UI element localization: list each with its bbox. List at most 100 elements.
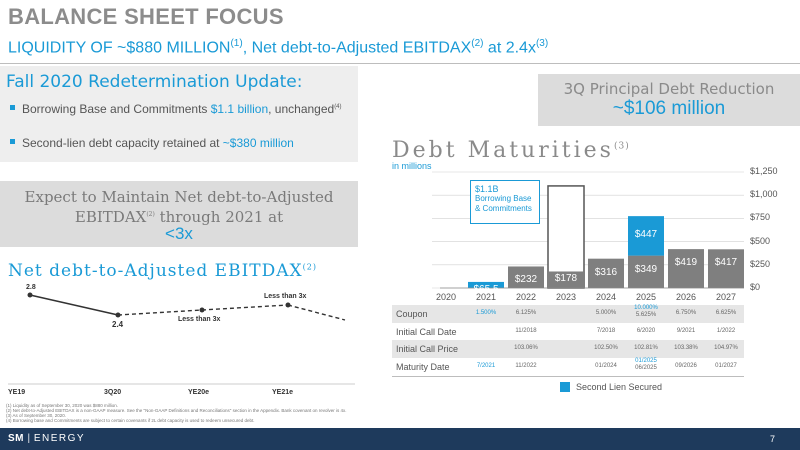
table-cell: 1/2022 [716, 328, 736, 334]
bar-label: $316 [594, 266, 618, 278]
bullet-borrowing-base: Borrowing Base and Commitments $1.1 bill… [10, 100, 350, 117]
table-cell: 7/2021 [476, 363, 496, 369]
table-row-coupon [392, 305, 744, 323]
bar-label: $417 [714, 257, 738, 269]
bar [468, 281, 504, 288]
y-tick-label: $750 [750, 212, 771, 223]
page-title: BALANCE SHEET FOCUS [8, 4, 284, 29]
table-cell: 7/2018 [596, 328, 616, 334]
table-cell: 103.38% [674, 345, 698, 351]
page-number: 7 [770, 434, 776, 444]
x-tick-label: 2020 [435, 292, 457, 302]
point-label: Less than 3x [264, 293, 307, 300]
line-point [199, 307, 205, 313]
footer-bar [0, 428, 800, 450]
bar [508, 266, 544, 288]
expect-value: <3x [165, 224, 193, 243]
bullet-second-lien: Second-lien debt capacity retained at ~$… [10, 136, 350, 151]
table-cell: 01/2025 [635, 358, 657, 364]
line-point [285, 302, 291, 308]
table-cell: 5.000% [595, 310, 617, 316]
footnote: (4) Borrowing base and Commitments are s… [6, 418, 255, 423]
table-cell: 102.81% [634, 345, 658, 351]
footnote: (1) Liquidity as of September 30, 2020 w… [6, 403, 119, 408]
bar [668, 249, 704, 288]
y-tick-label: $500 [750, 235, 771, 246]
bar-second-lien [628, 216, 664, 256]
y-tick-label: $0 [750, 282, 761, 292]
bullet-square-icon [10, 105, 15, 111]
point-label: 2.4 [112, 320, 124, 329]
line-segment-estimate [287, 304, 346, 321]
table-cell: 102.50% [594, 345, 618, 351]
footnote: (3) As of September 30, 2020. [6, 413, 67, 418]
row-label-maturity: Maturity Date [396, 362, 450, 372]
x-tick-label: YE21e [272, 389, 294, 396]
expect-text: Expect to Maintain Net debt-to-Adjusted E… [24, 188, 334, 226]
table-cell: 11/2018 [515, 328, 537, 334]
table-cell: 5.625% [635, 312, 657, 318]
bar-drawn-revolver [548, 271, 584, 288]
table-cell: 11/2022 [515, 363, 537, 369]
page-subtitle: LIQUIDITY OF ~$880 MILLION(1), Net debt-… [8, 38, 549, 57]
x-tick-label: 2023 [555, 292, 577, 302]
line-point [115, 312, 121, 318]
bar-label: $178 [554, 273, 578, 285]
table-cell: 01/2024 [595, 363, 617, 369]
x-tick-label: 2025 [635, 292, 657, 302]
bar-label: $447 [634, 228, 658, 240]
x-tick-label: 2024 [595, 292, 617, 302]
x-tick-label: YE19 [8, 389, 26, 396]
debt-maturities-units: in millions [392, 161, 432, 171]
table-cell: 1.500% [475, 310, 497, 316]
net-debt-chart-title: Net debt-to-Adjusted EBITDAX(2) [8, 261, 317, 281]
x-tick-label: 2022 [515, 292, 537, 302]
fall-update-title: Fall 2020 Redetermination Update: [6, 72, 303, 92]
line-segment-estimate [117, 309, 203, 316]
bar-label: $419 [674, 257, 698, 269]
table-cell: 01/2027 [715, 363, 737, 369]
principal-panel [538, 74, 800, 126]
borrowing-base-callout: $1.1B Borrowing Base & Commitments [470, 180, 540, 224]
x-tick-label: 2026 [675, 292, 697, 302]
bullet-square-icon [10, 139, 15, 145]
x-tick-label: 2021 [475, 292, 497, 302]
principal-value: ~$106 million [612, 98, 726, 119]
principal-label: 3Q Principal Debt Reduction [563, 80, 775, 98]
expect-panel [0, 181, 358, 247]
fall-update-panel [0, 66, 358, 162]
x-tick-label: YE20e [188, 389, 210, 396]
table-cell: 6/2020 [636, 328, 656, 334]
table-bottom-rule [392, 376, 744, 377]
table-cell: 06/2025 [635, 365, 657, 371]
line-point [27, 292, 33, 298]
bar [708, 249, 744, 288]
row-label-call-price: Initial Call Price [396, 344, 459, 354]
table-cell: 09/2026 [675, 363, 697, 369]
header-divider [0, 63, 800, 64]
row-label-call-date: Initial Call Date [396, 327, 457, 337]
y-tick-label: $1,250 [750, 166, 778, 176]
bar-label: $349 [634, 263, 658, 275]
y-tick-label: $250 [750, 258, 771, 269]
point-label: 2.8 [26, 284, 36, 291]
company-logo: SM | ENERGY [8, 433, 86, 444]
point-label: Less than 3x [178, 316, 221, 323]
bar-label: $232 [514, 274, 538, 286]
x-tick-label: 3Q20 [104, 389, 122, 396]
bar [588, 258, 624, 288]
line-segment-actual [29, 294, 119, 316]
y-tick-label: $1,000 [750, 189, 778, 200]
x-tick-label: 2027 [715, 292, 737, 302]
row-label-coupon: Coupon [396, 309, 428, 319]
bar-label: $65.5 [473, 283, 499, 295]
table-cell: 103.06% [514, 345, 538, 351]
table-cell: 6.750% [675, 310, 697, 316]
bar [628, 255, 664, 288]
table-cell: 9/2021 [676, 328, 696, 334]
table-row-call-price [392, 340, 744, 358]
table-cell: 6.625% [715, 310, 737, 316]
debt-maturities-title: Debt Maturities(3) [392, 138, 630, 163]
line-segment-estimate [201, 304, 289, 311]
